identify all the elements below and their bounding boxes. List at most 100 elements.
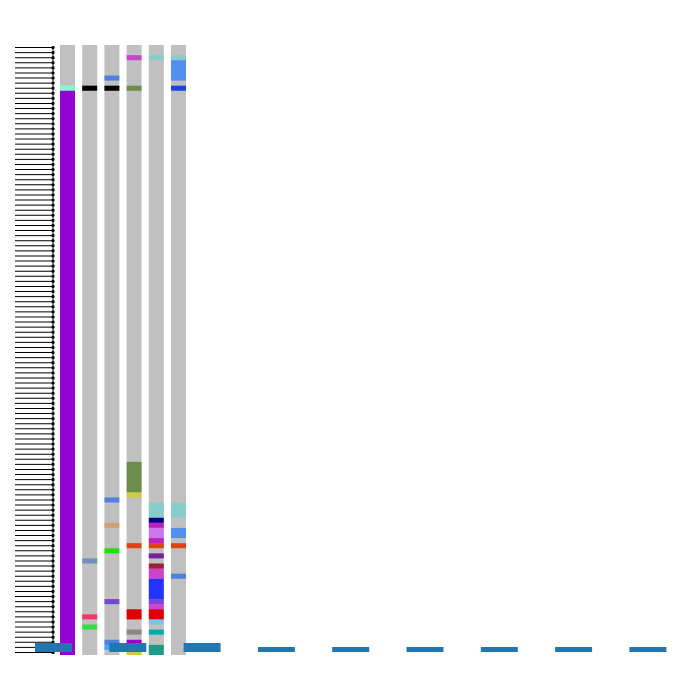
dendrogram-node [51,198,55,202]
dendrogram-node [51,488,55,492]
legend-swatch [406,647,444,652]
heatmap-cell [104,599,120,605]
heatmap-cell [148,522,164,528]
legend-swatch [183,643,221,652]
dendrogram-node [51,356,55,360]
dendrogram-node [51,381,55,385]
heatmap-cell [82,558,98,564]
dendrogram-node [51,427,55,431]
dendrogram-node [51,188,55,192]
dendrogram-node [51,203,55,207]
dendrogram-node [51,279,55,283]
legend-swatch [480,647,518,652]
dendrogram-node [51,157,55,161]
heatmap-cell [148,629,164,635]
dendrogram-node [51,122,55,126]
dendrogram-node [51,330,55,334]
heatmap-cell [148,578,164,600]
dendrogram-node [51,345,55,350]
heatmap-cell [104,548,120,554]
heatmap-cell [171,60,186,81]
legend [35,643,667,652]
heatmap-cell [126,461,142,493]
dendrogram-node [51,234,55,238]
heatmap-cell [126,609,142,620]
dendrogram-node [51,401,55,405]
dendrogram-node [51,142,55,146]
heatmap-cell [126,649,142,655]
dendrogram-node [51,437,55,441]
dendrogram-node [51,147,55,151]
legend-swatch [109,643,147,652]
dendrogram-node [51,183,55,187]
heatmap-cell [104,639,120,645]
dendrogram-node [51,386,55,390]
dendrogram-node [51,442,55,446]
dendrogram-node [51,467,55,472]
heatmap-column [82,45,98,655]
heatmap-cell [171,85,186,91]
dendrogram-node [51,462,55,466]
dendrogram-node [51,335,55,339]
dendrogram-node [51,178,55,182]
dendrogram-node [51,630,55,634]
dendrogram-node [51,132,55,136]
row-dendrogram [15,45,55,655]
dendrogram-node [51,269,55,273]
dendrogram-node [51,315,55,319]
dendrogram-node [51,137,55,141]
heatmap-cell [171,502,186,518]
heatmap-column [60,45,75,655]
dendrogram-node [51,96,55,100]
dendrogram-node [51,518,55,522]
dendrogram-node [51,503,55,507]
heatmap-cell [171,573,186,579]
heatmap-cell [126,543,142,549]
dendrogram-node [51,513,55,517]
dendrogram-node [51,559,55,563]
dendrogram-node [51,539,55,543]
heatmap-cell [171,55,186,61]
heatmap-cell [104,75,120,81]
dendrogram-node [51,264,55,268]
dendrogram-node [51,569,55,573]
heatmap-cell [148,55,164,61]
dendrogram-node [51,549,55,553]
dendrogram-node [51,361,55,365]
dendrogram-node [51,391,55,395]
dendrogram-node [51,45,55,50]
dendrogram-node [51,117,55,121]
heatmap-cell [126,55,142,61]
dendrogram-node [51,81,55,85]
dendrogram-node [51,300,55,304]
heatmap-cell [171,527,186,539]
legend-swatch [257,647,295,652]
dendrogram-node [51,533,55,538]
heatmap-cell [148,644,164,655]
dendrogram-node [51,152,55,156]
dendrogram-node [51,127,55,131]
dendrogram-node [51,589,55,594]
dendrogram-node [51,71,55,75]
heatmap-column [104,45,120,655]
heatmap-column [126,45,142,655]
heatmap-cell [148,619,164,625]
heatmap-cell [171,543,186,549]
heatmap-cell [148,563,164,569]
dendrogram-node [51,106,55,111]
heatmap-cell [104,85,120,91]
dendrogram-node [51,417,55,421]
dendrogram-node [51,86,55,90]
column-background [171,45,186,655]
dendrogram-node [51,635,55,639]
dendrogram-node [51,447,55,451]
dendrogram-node [51,472,55,477]
dendrogram-node [51,498,55,502]
dendrogram-node [51,162,55,167]
dendrogram-node [51,620,55,624]
dendrogram-node [51,254,55,258]
dendrogram-node [51,371,55,375]
dendrogram-node [51,295,55,299]
